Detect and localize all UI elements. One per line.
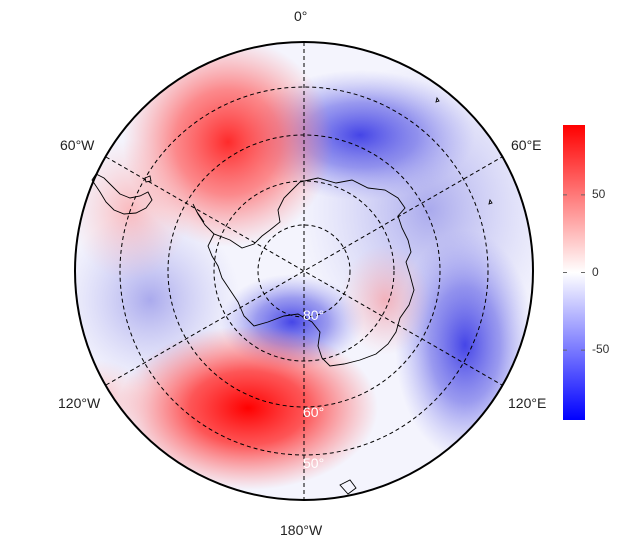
- coastlines: [91, 96, 493, 495]
- colorbar-tick-label: 50: [592, 186, 606, 201]
- anomaly-field: [75, 42, 533, 500]
- island-small-east: [488, 198, 493, 205]
- island-small-north: [435, 96, 440, 103]
- colorbar-bar: [563, 125, 585, 420]
- east-antarctic-high-shape: [340, 245, 430, 355]
- meridian-label-bottom: 180°W: [280, 522, 323, 538]
- meridian-label-lower-right: 120°E: [508, 395, 547, 411]
- meridian-label-lower-left: 120°W: [58, 395, 101, 411]
- meridian-label-top: 0°: [294, 8, 308, 24]
- colorbar-tick-label: 0: [592, 264, 599, 279]
- meridian-60w-120e: [105, 156, 503, 386]
- south-america-coastline: [91, 173, 153, 215]
- latitude-label-60: 60°: [303, 404, 325, 420]
- island-south-georgia: [144, 175, 152, 183]
- latitude-label-80: 80°: [303, 307, 325, 323]
- pacific-high-shape: [118, 326, 378, 490]
- meridian-label-upper-left: 60°W: [60, 137, 95, 153]
- meridian-120w-60e: [105, 156, 503, 386]
- meridian-label-upper-right: 60°E: [511, 137, 542, 153]
- colorbar-tick-label: -50: [592, 342, 610, 357]
- map-border: [74, 41, 534, 501]
- peninsula-coastline: [192, 203, 215, 235]
- colorbar-tick-marks: [563, 194, 585, 351]
- island-new-zealand: [339, 479, 357, 495]
- latitude-label-50: 50°: [303, 455, 325, 471]
- antarctica-coastline: [207, 177, 415, 367]
